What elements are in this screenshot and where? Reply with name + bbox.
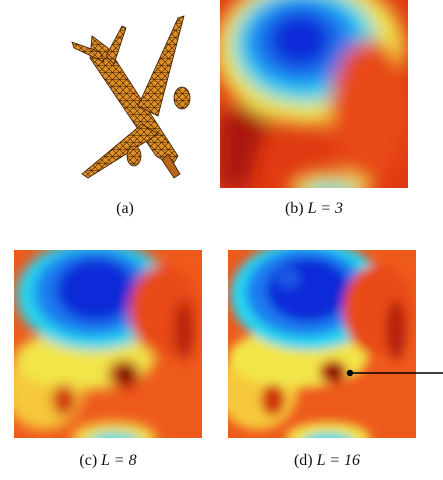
figure-panel-a bbox=[60, 6, 200, 186]
figure-panel-c bbox=[14, 250, 202, 438]
caption-c: (c) L = 8 bbox=[79, 452, 137, 469]
caption-b: (b) L = 3 bbox=[284, 200, 344, 217]
figure-panel-d bbox=[228, 250, 416, 438]
airplane-mesh-image bbox=[71, 15, 191, 179]
heatmap-b bbox=[220, 0, 408, 188]
caption-d: (d) L = 16 bbox=[293, 452, 361, 469]
figure-panel-b bbox=[220, 0, 408, 188]
heatmap-c bbox=[14, 250, 202, 438]
heatmap-d bbox=[228, 250, 416, 438]
caption-a: (a) bbox=[116, 200, 134, 217]
